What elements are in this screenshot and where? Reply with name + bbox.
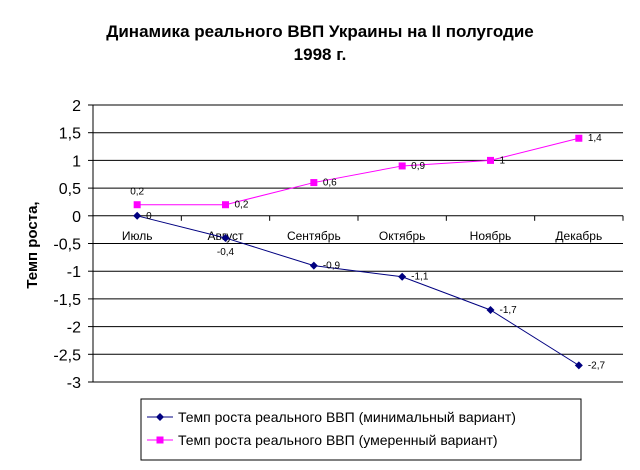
x-tick-label: Июль bbox=[122, 229, 153, 243]
data-point bbox=[574, 361, 583, 370]
data-point bbox=[133, 201, 141, 209]
legend: Темп роста реального ВВП (минимальный ва… bbox=[140, 398, 582, 461]
y-tick-label: -0,5 bbox=[53, 237, 81, 254]
y-tick-label: -1,5 bbox=[53, 292, 81, 309]
series-line bbox=[137, 215, 580, 366]
data-point bbox=[398, 272, 407, 281]
data-label: -0,4 bbox=[217, 247, 235, 258]
y-tick-label: -1 bbox=[67, 264, 81, 281]
data-point bbox=[309, 261, 318, 270]
data-point bbox=[221, 233, 230, 242]
data-point bbox=[222, 201, 229, 209]
y-tick-label: 0 bbox=[72, 209, 81, 226]
data-label: 1 bbox=[500, 155, 506, 166]
series-group: 0,2 0,2 0,6 0,9 1 1,4 bbox=[130, 133, 602, 210]
axes bbox=[88, 104, 624, 383]
y-tick-label: 0,5 bbox=[59, 181, 81, 198]
y-tick-label: -2 bbox=[67, 320, 81, 337]
data-label: 0 bbox=[146, 211, 152, 222]
y-tick-label: 1 bbox=[72, 153, 81, 170]
data-point bbox=[575, 134, 583, 142]
data-point bbox=[310, 179, 318, 187]
legend-box bbox=[140, 398, 582, 461]
x-tick-label: Декабрь bbox=[555, 229, 602, 243]
data-label: 0,2 bbox=[130, 187, 144, 198]
y-axis-label: Темп роста, bbox=[24, 201, 41, 288]
data-label: 0,9 bbox=[411, 161, 425, 172]
data-label: -1,7 bbox=[500, 305, 518, 316]
data-label: -0,9 bbox=[323, 261, 341, 272]
legend-swatch-marker bbox=[156, 436, 164, 444]
data-label: 0,6 bbox=[323, 178, 337, 189]
legend-label: Темп роста реального ВВП (минимальный ва… bbox=[178, 409, 516, 425]
y-tick-labels: 2 1,5 1 0,5 0 -0,5 -1 -1,5 -2 -2,5 -3 bbox=[53, 98, 81, 392]
series-line bbox=[137, 137, 579, 206]
chart-title-line-1: Динамика реального ВВП Украины на II пол… bbox=[106, 22, 533, 41]
legend-swatch-marker bbox=[156, 413, 164, 421]
data-label: -1,1 bbox=[411, 272, 429, 283]
data-point bbox=[486, 305, 495, 314]
y-tick-label: 2 bbox=[72, 98, 81, 115]
data-point bbox=[487, 156, 494, 164]
data-point bbox=[398, 162, 406, 170]
x-tick-label: Октябрь bbox=[379, 229, 426, 243]
x-tick-label: Сентябрь bbox=[287, 229, 341, 243]
data-point bbox=[133, 211, 142, 220]
y-tick-label: -2,5 bbox=[53, 347, 81, 364]
chart-title-line-2: 1998 г. bbox=[294, 45, 347, 64]
series-layer: 0 -0,4 -0,9 -1,1 -1,7 -2,7 0,2 0,2 0,6 0,9 1 1,4 bbox=[130, 133, 605, 371]
x-tick-labels: ИюльАвгустСентябрьОктябрьНоябрьДекабрь bbox=[122, 229, 602, 243]
data-label: 0,2 bbox=[235, 200, 249, 211]
x-tick-label: Ноябрь bbox=[470, 229, 512, 243]
legend-label: Темп роста реального ВВП (умеренный вари… bbox=[178, 432, 498, 448]
data-label: 1,4 bbox=[588, 133, 602, 144]
data-label: -2,7 bbox=[588, 360, 606, 371]
y-tick-label: -3 bbox=[67, 375, 81, 392]
gridlines bbox=[93, 104, 623, 383]
series-group: 0 -0,4 -0,9 -1,1 -1,7 -2,7 bbox=[133, 211, 606, 371]
y-tick-label: 1,5 bbox=[59, 126, 81, 143]
